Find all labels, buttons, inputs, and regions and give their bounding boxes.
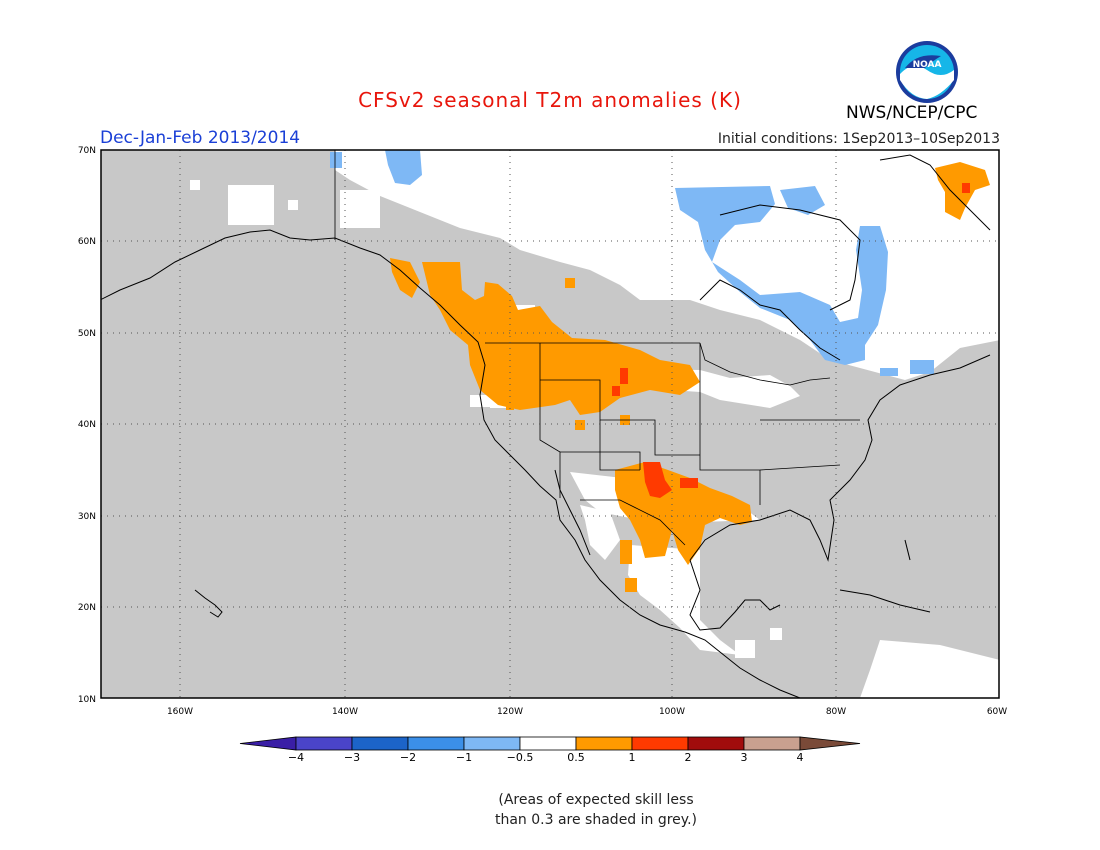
graticule xyxy=(101,150,999,698)
colorbar-cap-high xyxy=(799,736,861,751)
colorbar-label: 2 xyxy=(685,751,692,764)
colorbar-label: 4 xyxy=(797,751,804,764)
colorbar-label: 3 xyxy=(741,751,748,764)
colorbar-label: −2 xyxy=(400,751,416,764)
forecast-period: Dec-Jan-Feb 2013/2014 xyxy=(100,128,301,148)
map-title: CFSv2 seasonal T2m anomalies (K) xyxy=(358,88,742,112)
lat-label: 30N xyxy=(78,512,96,522)
svg-text:NOAA: NOAA xyxy=(913,60,942,70)
colorbar-segment xyxy=(295,736,353,751)
colorbar-segment xyxy=(351,736,409,751)
lat-label: 10N xyxy=(78,695,96,705)
colorbar-label: −3 xyxy=(344,751,360,764)
political-borders xyxy=(334,150,860,546)
lon-label: 160W xyxy=(167,707,193,717)
colorbar-label: −1 xyxy=(456,751,472,764)
latitude-labels: 70N 60N 50N 40N 30N 20N 10N xyxy=(78,146,96,705)
map-frame xyxy=(100,149,1000,699)
skill-footnote: (Areas of expected skill less than 0.3 a… xyxy=(0,790,1100,830)
lon-label: 60W xyxy=(987,707,1007,717)
colorbar-segment xyxy=(407,736,465,751)
lat-label: 50N xyxy=(78,329,96,339)
colorbar-segment xyxy=(575,736,633,751)
colorbar-segment xyxy=(687,736,745,751)
agency-label: NWS/NCEP/CPC xyxy=(846,103,978,123)
colorbar-label: 1 xyxy=(629,751,636,764)
footnote-line: than 0.3 are shaded in grey.) xyxy=(494,812,697,828)
colorbar-label: −4 xyxy=(288,751,304,764)
lat-label: 60N xyxy=(78,237,96,247)
colorbar-segment xyxy=(519,736,577,751)
footnote-line: (Areas of expected skill less xyxy=(498,792,694,808)
coastlines xyxy=(101,154,991,698)
lat-label: 20N xyxy=(78,603,96,613)
lon-label: 100W xyxy=(659,707,685,717)
noaa-logo: NOAA xyxy=(896,41,958,103)
colorbar-segment xyxy=(631,736,689,751)
lon-label: 120W xyxy=(497,707,523,717)
negative-anomaly-regions xyxy=(330,150,934,376)
colorbar xyxy=(239,736,861,751)
colorbar-labels: −4 −3 −2 −1 −0.5 0.5 1 2 3 4 xyxy=(288,751,804,764)
colorbar-label: 0.5 xyxy=(567,751,585,764)
longitude-labels: 160W 140W 120W 100W 80W 60W xyxy=(167,707,1007,717)
lat-label: 70N xyxy=(78,146,96,156)
colorbar-segment xyxy=(743,736,801,751)
lon-label: 140W xyxy=(332,707,358,717)
colorbar-segment xyxy=(463,736,521,751)
strong-positive-anomaly-regions xyxy=(612,183,970,498)
lon-label: 80W xyxy=(826,707,846,717)
initial-conditions: Initial conditions: 1Sep2013–10Sep2013 xyxy=(717,131,1000,147)
colorbar-cap-low xyxy=(239,736,297,751)
lat-label: 40N xyxy=(78,420,96,430)
colorbar-label: −0.5 xyxy=(507,751,534,764)
